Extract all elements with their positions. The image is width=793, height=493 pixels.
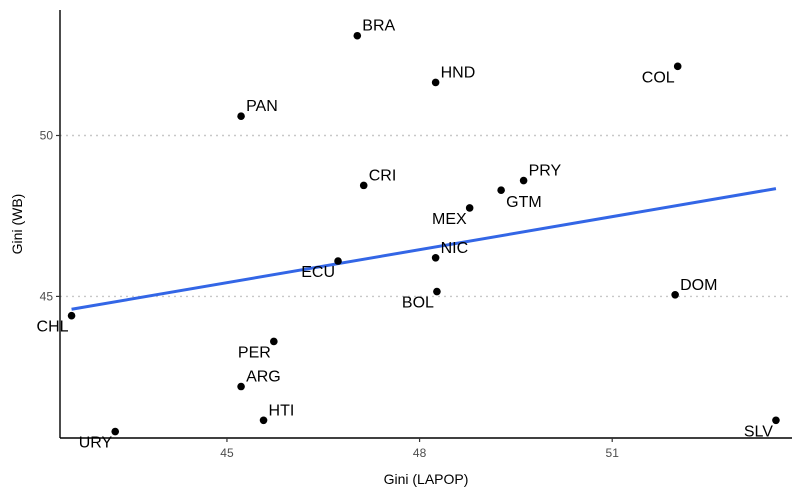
- point-bra: [353, 31, 362, 40]
- point-mex: [465, 204, 474, 212]
- point-cri: [359, 181, 368, 190]
- point-dom: [671, 290, 679, 299]
- point-label-col: COL: [642, 69, 675, 86]
- point-label-gtm: GTM: [506, 194, 542, 211]
- point-nic: [431, 253, 440, 262]
- point-label-ury: URY: [79, 435, 113, 452]
- y-tick-label-50: 50: [40, 129, 54, 143]
- point-chl: [67, 311, 76, 320]
- x-tick-label-48: 48: [413, 446, 427, 460]
- point-hnd: [431, 78, 440, 87]
- point-label-cri: CRI: [369, 167, 397, 184]
- data-points: [67, 31, 780, 436]
- point-label-per: PER: [238, 344, 271, 361]
- point-col: [673, 62, 682, 71]
- x-axis-ticks: 45 48 51: [220, 438, 619, 460]
- point-label-mex: MEX: [432, 211, 467, 228]
- point-label-pan: PAN: [246, 98, 278, 115]
- point-slv: [772, 416, 780, 425]
- point-hti: [259, 416, 268, 425]
- point-label-pry: PRY: [529, 163, 562, 180]
- point-pan: [237, 112, 245, 120]
- point-arg: [237, 382, 245, 391]
- point-pry: [519, 176, 528, 185]
- y-tick-label-45: 45: [40, 289, 54, 303]
- point-label-dom: DOM: [680, 277, 717, 294]
- x-tick-label-51: 51: [606, 446, 620, 460]
- point-ury: [111, 427, 120, 436]
- point-gtm: [497, 186, 505, 195]
- point-label-hnd: HND: [441, 64, 476, 81]
- point-labels: BRA HND COL PAN CRI PRY GTM MEX NIC ECU BOL DOM CHL P…: [37, 18, 774, 452]
- y-axis-ticks: 45 50: [40, 129, 60, 303]
- grid-lines: [60, 134, 792, 298]
- x-axis-title: Gini (LAPOP): [384, 471, 469, 487]
- point-label-arg: ARG: [246, 369, 281, 386]
- point-label-chl: CHL: [37, 319, 69, 336]
- point-label-bra: BRA: [362, 18, 395, 35]
- point-per: [270, 337, 278, 346]
- regression-line: [71, 187, 777, 311]
- point-label-slv: SLV: [744, 423, 773, 440]
- y-axis-title: Gini (WB): [9, 194, 25, 255]
- point-label-bol: BOL: [402, 295, 434, 312]
- point-bol: [433, 287, 441, 296]
- point-label-ecu: ECU: [301, 264, 335, 281]
- point-label-nic: NIC: [441, 240, 469, 257]
- x-tick-label-45: 45: [220, 446, 234, 460]
- point-label-hti: HTI: [269, 402, 295, 419]
- point-ecu: [334, 257, 342, 265]
